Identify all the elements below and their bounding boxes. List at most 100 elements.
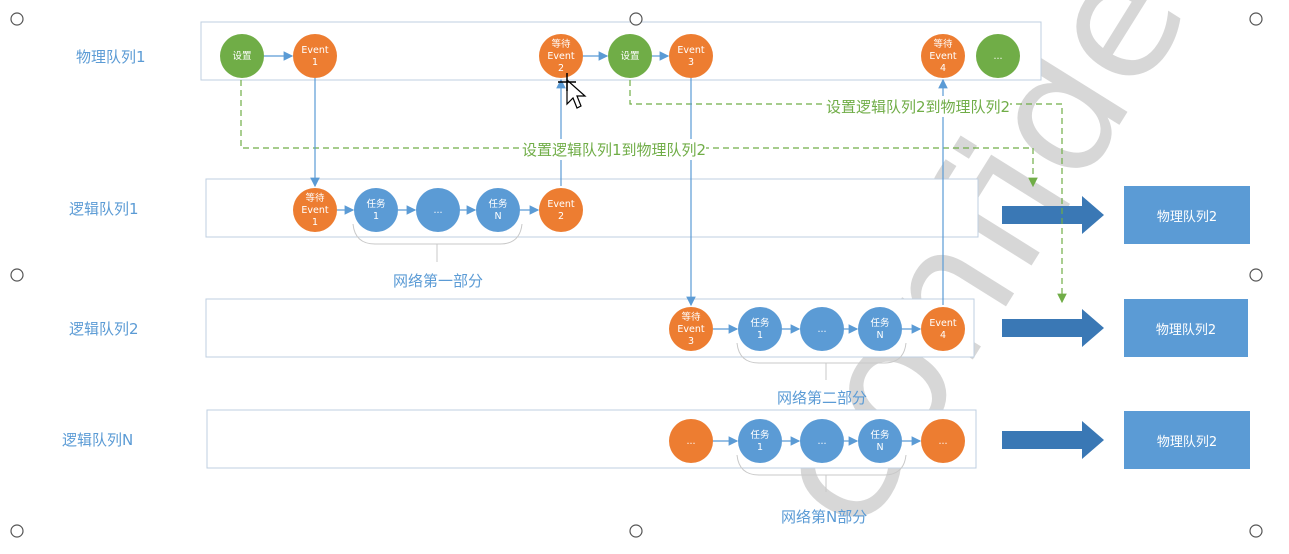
- node-text-logical1-0-1: Event: [301, 205, 328, 216]
- handle-top-mid[interactable]: [629, 12, 643, 26]
- group-label-1: 网络第一部分: [393, 272, 484, 290]
- node-logical2-3: 任务N: [858, 307, 902, 351]
- node-logical1-2: ...: [416, 188, 460, 232]
- node-circle-logicalN-4: [921, 419, 965, 463]
- node-text-logical2-0-2: 3: [688, 336, 694, 347]
- handle-bottom-right[interactable]: [1249, 524, 1263, 538]
- node-text-logical1-2-0: ...: [433, 205, 442, 216]
- big-arrow-3: [1002, 421, 1104, 459]
- node-physical-0: 设置: [220, 34, 264, 78]
- node-text-logical1-1-0: 任务: [366, 198, 386, 210]
- node-text-logicalN-4-0: ...: [938, 436, 947, 447]
- dashed-link-label-2: 设置逻辑队列2到物理队列2: [826, 96, 1011, 117]
- node-circle-logicalN-2: [800, 419, 844, 463]
- node-logicalN-2: ...: [800, 419, 844, 463]
- node-text-logical2-0-0: 等待: [681, 311, 701, 323]
- node-text-physical-0-0: 设置: [232, 51, 251, 62]
- node-physical-6: ...: [976, 34, 1020, 78]
- row-label-physical-1: 物理队列1: [76, 48, 146, 66]
- node-circle-physical-0: [220, 34, 264, 78]
- selection-handles[interactable]: [10, 12, 1263, 538]
- node-logical2-2: ...: [800, 307, 844, 351]
- node-text-physical-5-1: Event: [929, 51, 956, 62]
- handle-mid-right[interactable]: [1249, 268, 1263, 282]
- node-text-logicalN-3-1: N: [876, 442, 883, 453]
- dashed-link-label-1: 设置逻辑队列1到物理队列2: [522, 139, 707, 160]
- node-text-physical-5-0: 等待: [933, 38, 953, 50]
- node-text-logical2-0-1: Event: [677, 324, 704, 335]
- row-label-logical-2: 逻辑队列2: [69, 320, 139, 338]
- node-logical1-3: 任务N: [476, 188, 520, 232]
- node-text-logical1-3-0: 任务: [488, 198, 508, 210]
- handle-top-right[interactable]: [1249, 12, 1263, 26]
- node-text-physical-2-1: Event: [547, 51, 574, 62]
- node-text-physical-1-1: 1: [312, 57, 318, 68]
- node-physical-3: 设置: [608, 34, 652, 78]
- node-circle-logical1-2: [416, 188, 460, 232]
- node-circle-physical-3: [608, 34, 652, 78]
- group-label-2: 网络第二部分: [777, 389, 868, 407]
- panel-logical-2: [205, 298, 975, 358]
- node-circle-physical-5: [921, 34, 965, 78]
- handle-mid-left[interactable]: [10, 268, 24, 282]
- group-label-n: 网络第N部分: [781, 508, 868, 526]
- node-circle-logical2-2: [800, 307, 844, 351]
- handle-bottom-mid[interactable]: [629, 524, 643, 538]
- node-circle-logicalN-1: [738, 419, 782, 463]
- node-text-logical1-3-1: N: [494, 211, 501, 222]
- node-circle-logicalN-3: [858, 419, 902, 463]
- node-circle-logical1-3: [476, 188, 520, 232]
- node-text-physical-4-1: 3: [688, 57, 694, 68]
- node-text-logicalN-0-0: ...: [686, 436, 695, 447]
- node-text-logical1-4-0: Event: [547, 199, 574, 210]
- node-circle-physical-4: [669, 34, 713, 78]
- node-logical1-1: 任务1: [354, 188, 398, 232]
- node-circle-logical1-4: [539, 188, 583, 232]
- big-arrow-2: [1002, 309, 1104, 347]
- handle-top-left[interactable]: [10, 12, 24, 26]
- row-label-logical-n: 逻辑队列N: [62, 431, 134, 449]
- node-text-logical2-4-0: Event: [929, 318, 956, 329]
- node-circle-logicalN-0: [669, 419, 713, 463]
- node-text-logical2-2-0: ...: [817, 324, 826, 335]
- node-text-physical-3-0: 设置: [620, 51, 639, 62]
- node-text-physical-2-0: 等待: [551, 38, 571, 50]
- node-logical2-1: 任务1: [738, 307, 782, 351]
- node-circle-logical2-3: [858, 307, 902, 351]
- node-text-logicalN-2-0: ...: [817, 436, 826, 447]
- node-logicalN-1: 任务1: [738, 419, 782, 463]
- node-text-logicalN-1-1: 1: [757, 442, 763, 453]
- node-circle-logical2-1: [738, 307, 782, 351]
- node-circle-physical-6: [976, 34, 1020, 78]
- node-circle-logical2-0: [669, 307, 713, 351]
- node-text-logical1-0-0: 等待: [305, 192, 325, 204]
- node-circle-logical1-1: [354, 188, 398, 232]
- node-logicalN-0: ...: [669, 419, 713, 463]
- svg-text:confidential: confidential: [727, 0, 1289, 554]
- node-text-logical2-1-1: 1: [757, 330, 763, 341]
- group-bracket-2: [736, 342, 907, 380]
- node-text-logicalN-3-0: 任务: [870, 429, 890, 441]
- node-logicalN-4: ...: [921, 419, 965, 463]
- handle-bottom-left[interactable]: [10, 524, 24, 538]
- node-text-logical2-3-0: 任务: [870, 317, 890, 329]
- watermark: confidential: [727, 0, 1289, 554]
- group-bracket-1: [352, 223, 523, 262]
- node-text-physical-6-0: ...: [993, 51, 1002, 62]
- node-text-logical1-0-2: 1: [312, 217, 318, 228]
- node-text-logical2-3-1: N: [876, 330, 883, 341]
- target-physical-2-a: 物理队列2: [1124, 186, 1250, 244]
- flow-arrows: [264, 51, 922, 446]
- node-text-physical-4-0: Event: [677, 45, 704, 56]
- node-text-logical1-1-1: 1: [373, 211, 379, 222]
- node-text-logical1-4-1: 2: [558, 211, 564, 222]
- target-physical-2-c: 物理队列2: [1124, 411, 1250, 469]
